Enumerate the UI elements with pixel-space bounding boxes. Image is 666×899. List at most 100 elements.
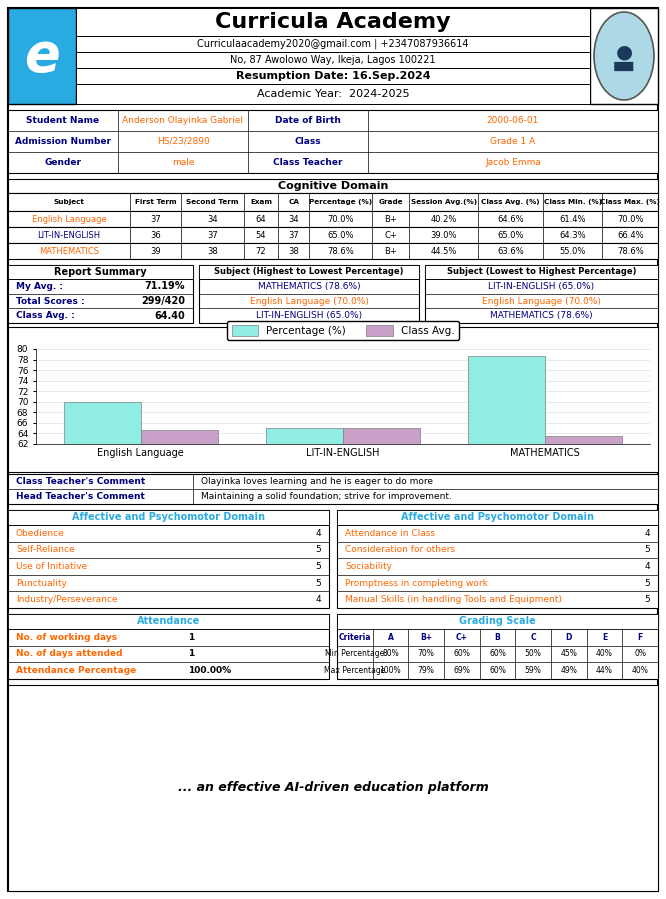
Text: 37: 37 xyxy=(207,230,218,239)
FancyBboxPatch shape xyxy=(8,265,193,279)
Ellipse shape xyxy=(594,12,654,100)
Text: Subject (Lowest to Highest Percentage): Subject (Lowest to Highest Percentage) xyxy=(447,268,636,277)
Text: Class Avg. (%): Class Avg. (%) xyxy=(482,199,540,205)
FancyBboxPatch shape xyxy=(76,8,590,36)
Text: Curricula Academy: Curricula Academy xyxy=(215,12,451,32)
Text: Obedience: Obedience xyxy=(16,529,65,538)
Text: HS/23/2890: HS/23/2890 xyxy=(157,137,209,146)
Text: D: D xyxy=(565,633,572,642)
Text: 54: 54 xyxy=(256,230,266,239)
Text: Student Name: Student Name xyxy=(27,116,99,125)
Text: Maintaining a solid foundation; strive for improvement.: Maintaining a solid foundation; strive f… xyxy=(201,492,452,501)
FancyBboxPatch shape xyxy=(8,614,329,679)
FancyBboxPatch shape xyxy=(337,614,658,629)
Text: Attendance Percentage: Attendance Percentage xyxy=(16,666,137,675)
Text: MATHEMATICS: MATHEMATICS xyxy=(39,246,99,255)
FancyBboxPatch shape xyxy=(8,614,329,629)
Text: e: e xyxy=(24,30,60,82)
Text: 100%: 100% xyxy=(380,666,402,675)
Text: 69%: 69% xyxy=(454,666,470,675)
FancyBboxPatch shape xyxy=(76,68,590,84)
FancyBboxPatch shape xyxy=(8,474,658,504)
FancyBboxPatch shape xyxy=(425,265,658,323)
Text: 4: 4 xyxy=(645,529,650,538)
Text: Sociability: Sociability xyxy=(345,562,392,571)
FancyBboxPatch shape xyxy=(590,8,658,104)
Text: ... an effective AI-driven education platform: ... an effective AI-driven education pla… xyxy=(178,781,488,795)
FancyBboxPatch shape xyxy=(199,265,419,323)
Text: Class Teacher's Comment: Class Teacher's Comment xyxy=(16,477,145,486)
Text: Report Summary: Report Summary xyxy=(54,267,147,277)
Text: No. of working days: No. of working days xyxy=(16,633,117,642)
Text: ●: ● xyxy=(615,42,633,61)
Text: 61.4%: 61.4% xyxy=(559,215,586,224)
Text: Subject: Subject xyxy=(54,199,85,205)
Text: LIT-IN-ENGLISH (65.0%): LIT-IN-ENGLISH (65.0%) xyxy=(256,311,362,320)
Text: English Language: English Language xyxy=(32,215,107,224)
Text: 71.19%: 71.19% xyxy=(145,281,185,291)
Text: Affective and Psychomotor Domain: Affective and Psychomotor Domain xyxy=(401,512,594,522)
Text: 38: 38 xyxy=(207,246,218,255)
Text: 44.5%: 44.5% xyxy=(430,246,457,255)
Text: 72: 72 xyxy=(256,246,266,255)
Bar xyxy=(468,356,545,771)
Text: Percentage (%): Percentage (%) xyxy=(309,199,372,205)
Text: Punctuality: Punctuality xyxy=(16,579,67,588)
Text: 1: 1 xyxy=(188,633,194,642)
Text: 64: 64 xyxy=(256,215,266,224)
Text: 5: 5 xyxy=(644,579,650,588)
Text: 5: 5 xyxy=(315,579,321,588)
FancyBboxPatch shape xyxy=(8,327,658,472)
Bar xyxy=(266,428,343,771)
Text: ▬: ▬ xyxy=(612,54,636,78)
FancyBboxPatch shape xyxy=(8,179,658,193)
Text: Date of Birth: Date of Birth xyxy=(275,116,341,125)
Text: English Language (70.0%): English Language (70.0%) xyxy=(482,297,601,306)
Text: 38: 38 xyxy=(288,246,299,255)
FancyBboxPatch shape xyxy=(425,265,658,279)
Text: Exam: Exam xyxy=(250,199,272,205)
Text: Grade 1 A: Grade 1 A xyxy=(490,137,535,146)
Text: 78.6%: 78.6% xyxy=(327,246,354,255)
Text: male: male xyxy=(172,158,194,167)
Text: 65.0%: 65.0% xyxy=(498,230,524,239)
Text: 39: 39 xyxy=(151,246,161,255)
Text: Consideration for others: Consideration for others xyxy=(345,546,455,555)
Text: 5: 5 xyxy=(315,562,321,571)
Text: 100.00%: 100.00% xyxy=(188,666,232,675)
Text: B: B xyxy=(495,633,500,642)
Text: 40.2%: 40.2% xyxy=(430,215,457,224)
Text: 34: 34 xyxy=(207,215,218,224)
Text: 1: 1 xyxy=(188,649,194,658)
Text: 5: 5 xyxy=(644,595,650,604)
Text: No. of days attended: No. of days attended xyxy=(16,649,123,658)
Text: C+: C+ xyxy=(456,633,468,642)
Text: E: E xyxy=(602,633,607,642)
Text: Admission Number: Admission Number xyxy=(15,137,111,146)
Text: Grading Scale: Grading Scale xyxy=(459,617,536,627)
Text: Subject (Highest to Lowest Percentage): Subject (Highest to Lowest Percentage) xyxy=(214,268,404,277)
Text: 34: 34 xyxy=(288,215,299,224)
FancyBboxPatch shape xyxy=(76,52,590,68)
Text: First Term: First Term xyxy=(135,199,176,205)
Text: 70%: 70% xyxy=(418,649,435,658)
Text: 80%: 80% xyxy=(382,649,399,658)
Text: MATHEMATICS (78.6%): MATHEMATICS (78.6%) xyxy=(258,281,360,291)
FancyBboxPatch shape xyxy=(8,243,658,259)
Text: 70.0%: 70.0% xyxy=(617,215,643,224)
FancyBboxPatch shape xyxy=(8,265,193,323)
Text: 59%: 59% xyxy=(525,666,541,675)
Legend: Percentage (%), Class Avg.: Percentage (%), Class Avg. xyxy=(227,321,459,340)
Text: Session Avg.(%): Session Avg.(%) xyxy=(411,199,477,205)
Text: Criteria: Criteria xyxy=(338,633,371,642)
Text: 63.6%: 63.6% xyxy=(498,246,524,255)
FancyBboxPatch shape xyxy=(8,685,658,891)
FancyBboxPatch shape xyxy=(8,110,658,173)
Text: Total Scores :: Total Scores : xyxy=(16,297,85,306)
Text: 64.40: 64.40 xyxy=(155,311,185,321)
Text: Class Avg. :: Class Avg. : xyxy=(16,311,75,320)
Text: LIT-IN-ENGLISH (65.0%): LIT-IN-ENGLISH (65.0%) xyxy=(488,281,595,291)
Text: 36: 36 xyxy=(151,230,161,239)
Text: A: A xyxy=(388,633,394,642)
Text: Min Percentage: Min Percentage xyxy=(325,649,384,658)
